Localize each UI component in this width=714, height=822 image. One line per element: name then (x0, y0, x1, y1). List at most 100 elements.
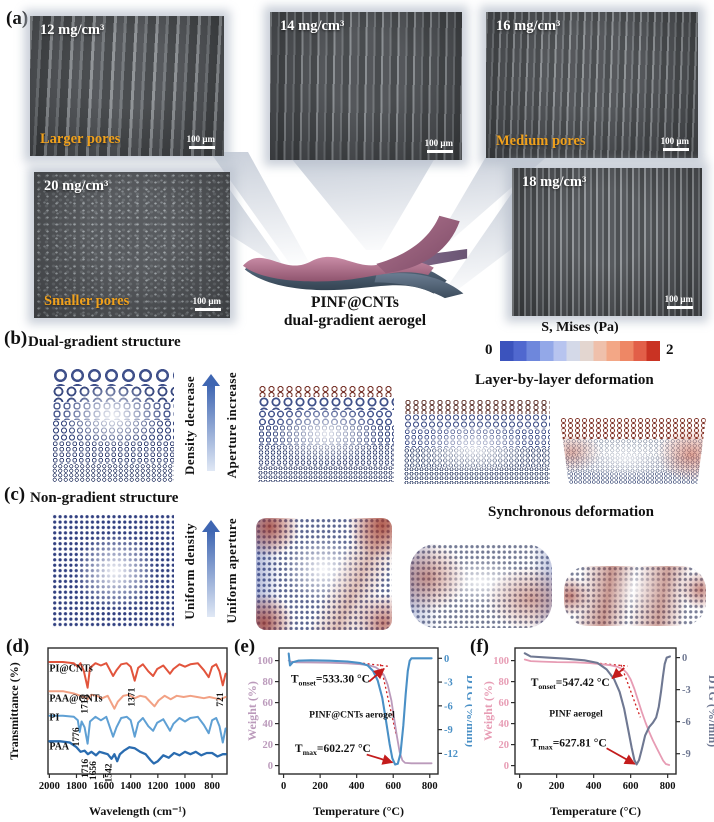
svg-text:1600: 1600 (93, 781, 114, 792)
svg-text:PI@CNTs: PI@CNTs (49, 663, 92, 674)
panel-e-label: (e) (234, 636, 256, 657)
uniform-density-label: Uniform density (182, 522, 197, 620)
svg-text:400: 400 (586, 781, 602, 792)
colorbar-gradient (500, 341, 660, 361)
mesh-band (258, 425, 394, 445)
svg-text:Tonset=533.30 °C: Tonset=533.30 °C (291, 674, 370, 688)
svg-text:0: 0 (281, 781, 286, 792)
density-label: 20 mg/cm³ (44, 178, 109, 194)
density-label: 18 mg/cm³ (522, 174, 587, 190)
svg-text:1776: 1776 (72, 727, 82, 746)
svg-text:100: 100 (257, 656, 273, 667)
svg-text:60: 60 (499, 698, 510, 709)
scale-bar: 100 μm (187, 134, 215, 149)
aerogel-caption-line1: PINF@CNTs (311, 294, 399, 311)
mesh-band (258, 396, 394, 410)
svg-text:1371: 1371 (128, 687, 138, 706)
mesh-band (258, 465, 394, 482)
colorbar-max: 2 (666, 342, 674, 358)
svg-text:600: 600 (623, 781, 639, 792)
scale-bar-line (663, 148, 689, 151)
aerogel-slate-arm (374, 273, 464, 299)
scale-bar-line (667, 306, 693, 309)
sim-mesh-uniform-step3 (564, 566, 706, 626)
scale-text: 100 μm (660, 136, 689, 146)
mesh-band (258, 409, 394, 426)
scale-bar: 100 μm (425, 138, 453, 153)
panel-c-title: Non-gradient structure (30, 490, 179, 506)
svg-text:400: 400 (349, 781, 365, 792)
scale-text: 100 μm (192, 296, 221, 306)
aerogel-illustration (242, 215, 468, 299)
uniform-aperture-label: Uniform aperture (224, 518, 239, 624)
svg-text:80: 80 (499, 677, 510, 688)
mesh-band (404, 429, 550, 448)
svg-text:PAA: PAA (49, 742, 70, 753)
svg-text:Tmax=602.27 °C: Tmax=602.27 °C (295, 743, 371, 757)
mesh-band (404, 400, 550, 415)
svg-text:PI: PI (49, 712, 59, 723)
mesh-band (404, 414, 550, 430)
sem-image-12: 12 mg/cm³ Larger pores 100 μm (30, 16, 224, 156)
mesh-band (560, 456, 706, 473)
mesh-band (52, 368, 174, 387)
svg-text:PINF@CNTs aerogel: PINF@CNTs aerogel (309, 710, 395, 720)
svg-text:800: 800 (422, 781, 438, 792)
svg-text:1400: 1400 (120, 781, 141, 792)
sim-mesh-gradient-initial (52, 368, 174, 482)
svg-text:DTG (%/min): DTG (%/min) (706, 675, 714, 747)
svg-text:0: 0 (268, 761, 273, 772)
svg-text:1716: 1716 (81, 759, 91, 778)
scale-bar-line (195, 308, 221, 311)
svg-text:1000: 1000 (174, 781, 195, 792)
up-arrow-icon (202, 520, 220, 617)
svg-text:40: 40 (263, 719, 274, 730)
mesh-dots (52, 514, 174, 628)
colorbar-title: S, Mises (Pa) (541, 320, 619, 335)
svg-text:1656: 1656 (89, 761, 99, 780)
mesh-band (258, 386, 394, 397)
svg-text:80: 80 (263, 677, 274, 688)
chart-ftir: 2000 1800 1600 1400 1200 1000 800 Wavelength (c… (7, 642, 236, 820)
chart-tga-pinf-cnts: 0 200 400 600 800 0 20 40 60 80 100 0 -3 -6 -9 -12 Tempe… (245, 642, 478, 820)
svg-text:1800: 1800 (66, 781, 87, 792)
panel-c-label: (c) (4, 484, 26, 505)
svg-text:Temperature (°C): Temperature (°C) (550, 804, 641, 818)
svg-text:Transmittance (%): Transmittance (%) (8, 662, 21, 759)
panel-b-label: (b) (4, 328, 28, 349)
svg-text:800: 800 (660, 781, 676, 792)
svg-text:40: 40 (499, 719, 510, 730)
mesh-band (52, 440, 174, 464)
svg-text:0: 0 (682, 653, 687, 664)
scale-bar: 100 μm (665, 294, 693, 309)
svg-text:-3: -3 (682, 685, 691, 696)
svg-text:PAA@CNTs: PAA@CNTs (49, 694, 102, 705)
aerogel-mauve-arm (376, 215, 460, 274)
svg-text:Temperature (°C): Temperature (°C) (313, 804, 404, 818)
sem-shading (486, 12, 698, 158)
sem-image-16: 16 mg/cm³ Medium pores 100 μm (486, 12, 698, 158)
svg-text:DTG (%/min): DTG (%/min) (464, 675, 472, 747)
up-arrow-icon (202, 374, 220, 471)
scale-text: 100 μm (664, 294, 693, 304)
pore-size-label: Smaller pores (44, 293, 130, 309)
svg-text:Weight (%): Weight (%) (482, 681, 495, 741)
panel-b-title: Dual-gradient structure (28, 334, 181, 350)
svg-text:600: 600 (385, 781, 401, 792)
svg-text:20: 20 (499, 740, 510, 751)
svg-text:-6: -6 (682, 717, 691, 728)
scale-bar: 100 μm (661, 136, 689, 151)
mesh-band (52, 463, 174, 482)
panel-d-label: (d) (6, 636, 30, 657)
synchronous-deformation-label: Synchronous deformation (488, 504, 654, 520)
svg-text:20: 20 (263, 740, 274, 751)
svg-text:721: 721 (216, 692, 226, 707)
sim-mesh-uniform-initial (52, 514, 174, 628)
aerogel-caption: PINF@CNTs dual-gradient aerogel (245, 294, 465, 330)
svg-text:60: 60 (263, 698, 274, 709)
scale-text: 100 μm (186, 134, 215, 144)
scale-bar-line (427, 150, 453, 153)
sim-mesh-uniform-step1 (256, 518, 392, 630)
scale-bar-line (189, 146, 215, 149)
